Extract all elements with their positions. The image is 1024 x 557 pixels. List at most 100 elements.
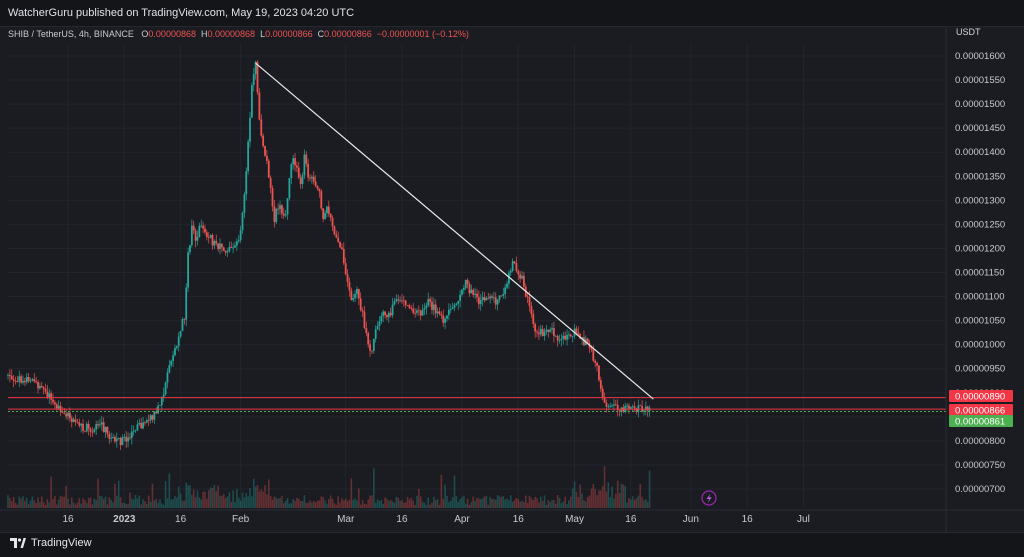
candle-body [316, 186, 319, 189]
candle-body [269, 177, 272, 189]
candle-body [618, 409, 621, 411]
candle-body [427, 299, 430, 306]
volume-bar [494, 499, 497, 508]
volume-bar [299, 500, 302, 508]
candle-body [303, 154, 306, 176]
volume-bar [517, 498, 520, 508]
volume-bar [598, 490, 600, 508]
volume-bar [601, 486, 604, 508]
volume-bar [136, 498, 139, 508]
volume-bar [635, 497, 638, 508]
y-tick-label: 0.00001100 [955, 292, 1005, 303]
volume-bar [39, 502, 41, 508]
y-tick-label: 0.00001600 [955, 51, 1005, 62]
volume-bar [515, 497, 518, 508]
symbol-label[interactable]: SHIB / TetherUS, 4h, BINANCE [8, 29, 134, 39]
candle-body [196, 236, 199, 241]
candle-body [80, 423, 83, 426]
candle-body [234, 245, 236, 248]
volume-bar [449, 500, 452, 508]
candle-body [322, 208, 325, 219]
volume-bar [573, 481, 576, 508]
volume-bar [620, 483, 623, 508]
candle-body [204, 228, 206, 233]
candle-body [25, 377, 28, 383]
candle-body [114, 437, 116, 442]
candle-body [314, 181, 317, 187]
candle-body [198, 225, 201, 237]
volume-bar [339, 502, 341, 508]
volume-bar [25, 497, 28, 508]
volume-bar [132, 499, 135, 508]
volume-bar [316, 500, 319, 508]
candle-body [309, 177, 311, 179]
candle-body [397, 299, 400, 301]
volume-bar [200, 499, 203, 508]
candle-body [417, 310, 420, 312]
volume-bar [264, 485, 266, 508]
volume-bar [427, 497, 430, 508]
candle-body [416, 310, 418, 313]
candle-body [202, 225, 205, 229]
volume-bar [67, 498, 69, 508]
candle-body [22, 380, 24, 383]
volume-bar [592, 483, 595, 508]
volume-bar [410, 497, 413, 508]
lightning-icon[interactable] [701, 490, 717, 506]
y-tick-label: 0.00001300 [955, 195, 1005, 206]
volume-bar [76, 502, 79, 508]
close-value: 0.00000866 [324, 29, 372, 39]
trendline[interactable] [255, 62, 654, 400]
volume-bar [539, 496, 542, 508]
volume-bar [613, 498, 615, 508]
candle-body [434, 304, 437, 314]
candle-body [40, 385, 43, 388]
volume-bar [406, 497, 409, 508]
candle-body [421, 309, 424, 316]
candle-body [361, 310, 364, 312]
volume-bar [395, 497, 398, 508]
volume-bar [42, 502, 45, 508]
volume-bar [493, 498, 495, 508]
candle-body [305, 154, 308, 164]
y-axis[interactable]: 0.00001600 0.00001550 0.00001500 0.00001450… [945, 26, 1013, 532]
candle-body [614, 404, 617, 406]
volume-bar [523, 501, 525, 508]
candle-body [121, 437, 124, 446]
trendline-drawing[interactable] [255, 62, 654, 400]
volume-bar [204, 491, 206, 508]
volume-bar [631, 496, 634, 508]
candle-body [551, 328, 553, 330]
volume-bar [463, 495, 465, 508]
candle-body [562, 335, 565, 339]
volume-bar [252, 478, 255, 508]
volume-bar [221, 495, 223, 508]
volume-bar [363, 503, 366, 508]
candle-body [320, 191, 323, 209]
candle-body [166, 372, 169, 383]
candle-body [594, 360, 597, 363]
candle-body [476, 293, 478, 298]
volume-bar [369, 495, 371, 508]
volume-bar [541, 501, 544, 508]
candle-body [297, 167, 300, 178]
candle-body [63, 412, 66, 414]
candle-body [142, 422, 144, 429]
volume-bar [335, 504, 338, 508]
candle-body [485, 298, 488, 301]
volume-bar [228, 492, 231, 508]
candle-body [177, 336, 180, 347]
candle-body [42, 387, 45, 389]
tradingview-brand[interactable]: TradingView [10, 537, 92, 549]
volume-bar [436, 499, 439, 508]
volume-bar [611, 486, 613, 508]
x-axis[interactable]: 16 2023 16 Feb Mar 16 Apr 16 May 16 Jun 16 Jul [0, 509, 1024, 525]
candle-body [296, 165, 298, 168]
candle-body [52, 399, 54, 403]
volume-bar [498, 496, 501, 508]
volume-bar [87, 497, 90, 508]
candle-body [367, 332, 370, 345]
event-marker[interactable] [701, 490, 717, 506]
candle-body [8, 375, 11, 377]
